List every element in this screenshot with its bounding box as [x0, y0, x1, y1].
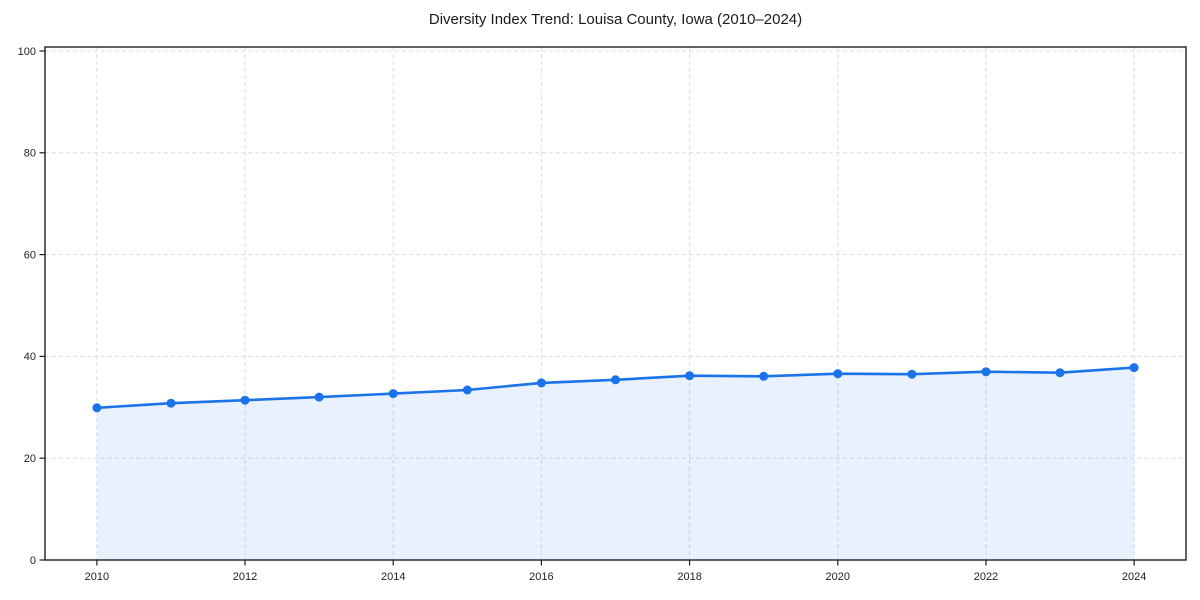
y-tick-label: 60: [24, 249, 36, 261]
data-point: [1129, 363, 1139, 373]
x-tick-label: 2018: [677, 571, 701, 583]
y-tick-label: 40: [24, 351, 36, 363]
data-point: [462, 385, 472, 395]
data-point: [833, 369, 843, 379]
y-tick-label: 100: [18, 46, 36, 58]
y-tick-label: 20: [24, 453, 36, 465]
x-tick-label: 2020: [826, 571, 850, 583]
y-tick-label: 0: [30, 555, 36, 567]
data-point: [685, 371, 695, 381]
data-point: [314, 392, 324, 402]
data-point: [981, 367, 991, 377]
area-fill: [96, 367, 1135, 560]
data-point: [611, 375, 620, 385]
x-tick-label: 2016: [529, 571, 553, 583]
chart-title: Diversity Index Trend: Louisa County, Io…: [428, 11, 803, 28]
x-tick-label: 2010: [85, 571, 109, 583]
x-tick-label: 2014: [381, 571, 405, 583]
data-point: [1055, 368, 1065, 378]
data-point: [240, 395, 250, 405]
data-point: [907, 369, 917, 379]
data-point: [759, 371, 769, 381]
data-point: [92, 403, 102, 413]
plot-border: [44, 46, 1187, 561]
data-point: [166, 398, 176, 408]
x-tick-label: 2012: [233, 571, 257, 583]
data-point: [388, 389, 398, 399]
x-tick-label: 2024: [1122, 571, 1146, 583]
data-point: [536, 378, 546, 388]
x-tick-label: 2022: [974, 571, 998, 583]
y-tick-label: 80: [24, 148, 36, 160]
